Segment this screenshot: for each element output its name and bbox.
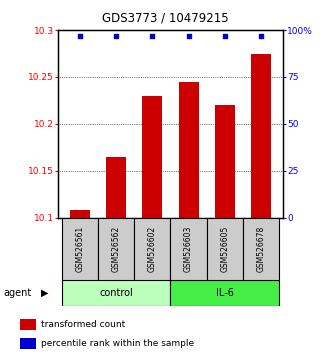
Text: IL-6: IL-6: [216, 288, 234, 298]
FancyBboxPatch shape: [134, 218, 170, 280]
Text: GDS3773 / 10479215: GDS3773 / 10479215: [102, 12, 229, 25]
Text: GSM526562: GSM526562: [112, 225, 120, 272]
FancyBboxPatch shape: [98, 218, 134, 280]
FancyBboxPatch shape: [62, 218, 98, 280]
Bar: [179, 82, 199, 218]
Text: ▶: ▶: [41, 288, 48, 298]
FancyBboxPatch shape: [62, 280, 170, 306]
Text: transformed count: transformed count: [41, 320, 125, 329]
Point: [222, 33, 228, 39]
FancyBboxPatch shape: [207, 218, 243, 280]
Point: [150, 33, 155, 39]
Point: [77, 33, 82, 39]
FancyBboxPatch shape: [170, 218, 207, 280]
Point: [259, 33, 264, 39]
Text: GSM526602: GSM526602: [148, 225, 157, 272]
Point: [186, 33, 191, 39]
Bar: [142, 96, 162, 218]
Bar: [251, 53, 271, 218]
Text: control: control: [99, 288, 133, 298]
Text: percentile rank within the sample: percentile rank within the sample: [41, 339, 194, 348]
Text: GSM526603: GSM526603: [184, 225, 193, 272]
Text: GSM526678: GSM526678: [257, 225, 266, 272]
Bar: [70, 210, 90, 218]
Bar: [20, 319, 36, 330]
FancyBboxPatch shape: [243, 218, 279, 280]
Text: GSM526561: GSM526561: [75, 225, 84, 272]
Bar: [215, 105, 235, 218]
Point: [113, 33, 118, 39]
Bar: [20, 338, 36, 349]
Text: agent: agent: [3, 288, 31, 298]
Text: GSM526605: GSM526605: [220, 225, 229, 272]
FancyBboxPatch shape: [170, 280, 279, 306]
Bar: [106, 157, 126, 218]
